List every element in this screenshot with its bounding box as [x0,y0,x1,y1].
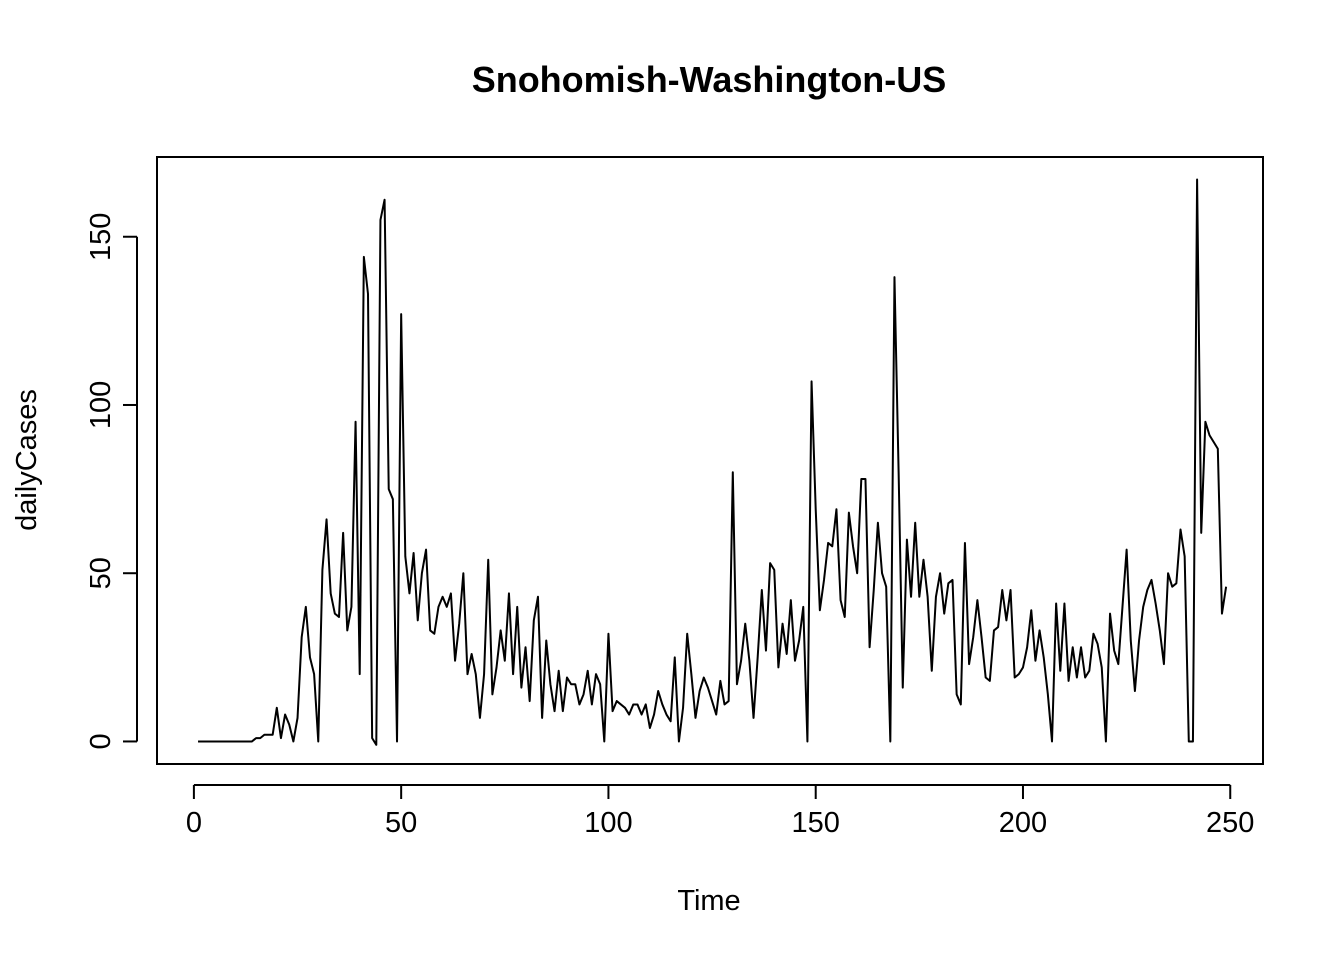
y-axis: 0 50 100 150 [85,213,138,750]
x-tick-label: 0 [186,807,202,839]
y-tick-label: 100 [85,381,117,429]
y-tick-label: 0 [85,733,117,749]
chart-title: Snohomish-Washington-US [472,59,947,100]
x-tick-label: 50 [385,807,417,839]
y-tick-label: 50 [85,557,117,589]
y-tick-label: 150 [85,213,117,261]
x-tick-label: 150 [792,807,840,839]
x-axis: 0 50 100 150 200 250 [186,784,1254,839]
x-tick-label: 200 [999,807,1047,839]
x-tick-label: 250 [1206,807,1254,839]
series-line-dailyCases [198,178,1228,746]
plot-frame [156,156,1264,765]
y-axis-label: dailyCases [11,389,43,531]
x-tick-label: 100 [584,807,632,839]
x-axis-label: Time [677,885,740,917]
